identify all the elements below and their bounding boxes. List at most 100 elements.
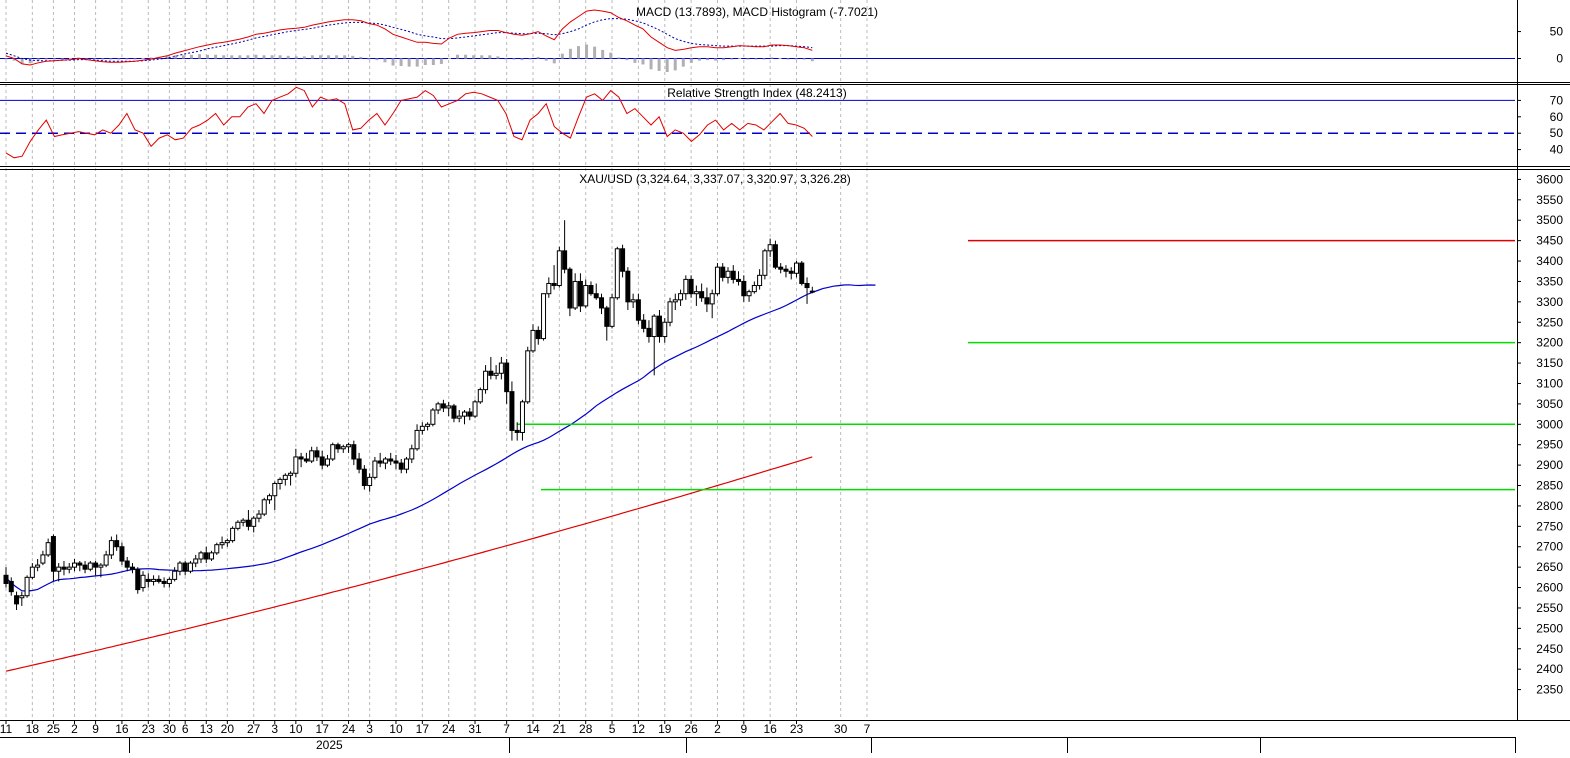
- candle: [35, 558, 41, 572]
- candle: [240, 518, 246, 527]
- macd-histogram-bar: [536, 56, 540, 59]
- candle-body: [145, 578, 151, 582]
- candle-body: [693, 291, 699, 295]
- price-y-tick-label: 2700: [1536, 540, 1563, 554]
- x-tick-label: 27: [247, 722, 261, 736]
- candle-body: [435, 403, 441, 411]
- candle: [66, 563, 72, 574]
- candle-body: [282, 474, 288, 480]
- macd-histogram-bar: [544, 58, 548, 61]
- candle-body: [741, 280, 747, 297]
- candle: [730, 265, 736, 284]
- price-y-tick-label: 3000: [1536, 417, 1563, 431]
- x-tick-label: 10: [289, 722, 303, 736]
- macd-histogram-bar: [181, 55, 185, 59]
- macd-histogram-bar: [528, 58, 532, 60]
- candle-body: [683, 278, 689, 295]
- candle-body: [788, 270, 794, 274]
- candle-body: [620, 248, 626, 272]
- macd-histogram-bar: [697, 58, 701, 61]
- x-tick-label: 3: [366, 722, 373, 736]
- macd-histogram-bar: [117, 58, 121, 60]
- candle: [556, 246, 562, 288]
- candle-body: [662, 321, 668, 338]
- x-tick-label: 30: [834, 722, 848, 736]
- candle: [272, 481, 278, 511]
- price-y-tick-label: 2400: [1536, 662, 1563, 676]
- candle: [187, 561, 193, 574]
- candle-body: [440, 403, 446, 409]
- candle: [261, 497, 267, 517]
- macd-histogram-bar: [520, 58, 524, 61]
- candle-body: [409, 448, 415, 460]
- candle-body: [498, 362, 504, 374]
- macd-histogram-bar: [665, 58, 669, 72]
- price-y-tick-label: 3350: [1536, 274, 1563, 288]
- candle: [451, 403, 457, 423]
- x-tick-label: 7: [503, 722, 510, 736]
- candle: [140, 571, 146, 592]
- macd-histogram-bar: [141, 57, 145, 59]
- candle: [98, 563, 104, 578]
- candle-body: [614, 248, 620, 299]
- price-y-tick-label: 3550: [1536, 193, 1563, 207]
- candle: [720, 263, 726, 282]
- candle: [672, 293, 678, 311]
- macd-histogram-bar: [270, 55, 274, 59]
- candle: [129, 563, 135, 574]
- candle: [461, 410, 467, 425]
- candle: [209, 550, 215, 562]
- candle: [19, 591, 25, 606]
- candle: [588, 281, 594, 296]
- candle-body: [804, 282, 810, 289]
- candle: [114, 534, 120, 551]
- macd-histogram-bar: [149, 57, 153, 59]
- candle: [219, 536, 225, 549]
- candle-body: [3, 574, 9, 584]
- price-y-tick-label: 3600: [1536, 172, 1563, 186]
- candle: [541, 293, 547, 341]
- candle: [409, 444, 415, 464]
- candle-body: [177, 562, 183, 572]
- candle-body: [430, 409, 436, 425]
- macd-histogram-bar: [778, 57, 782, 59]
- candle: [298, 452, 304, 468]
- price-y-tick-label: 3150: [1536, 356, 1563, 370]
- macd-histogram-bar: [472, 55, 476, 59]
- macd-histogram-bar: [794, 58, 798, 60]
- candle-body: [61, 566, 67, 570]
- candle: [772, 240, 778, 270]
- macd-histogram-bar: [593, 46, 597, 59]
- candle-body: [656, 315, 662, 338]
- candle: [799, 261, 805, 286]
- candle-body: [404, 458, 410, 470]
- macd-histogram-bar: [512, 58, 516, 60]
- candle: [440, 399, 446, 413]
- candle-body: [751, 285, 757, 293]
- rsi-panel-title: Relative Strength Index (48.2413): [667, 86, 846, 100]
- candle-body: [14, 595, 20, 605]
- candle-body: [8, 580, 14, 593]
- candle: [82, 561, 88, 574]
- x-tick-label: 17: [316, 722, 330, 736]
- candle-body: [108, 540, 114, 556]
- macd-histogram-bar: [125, 58, 129, 60]
- macd-histogram-bar: [689, 58, 693, 63]
- candle: [8, 577, 14, 596]
- macd-histogram-bar: [439, 58, 443, 64]
- macd-histogram-bar: [294, 56, 298, 59]
- macd-histogram-bar: [238, 55, 242, 59]
- macd-histogram-bar: [810, 58, 814, 62]
- candle-body: [29, 566, 35, 578]
- candle-body: [135, 568, 141, 591]
- macd-histogram-bar: [407, 58, 411, 67]
- candle-body: [809, 290, 815, 293]
- candle: [762, 248, 768, 280]
- candle-body: [166, 578, 172, 584]
- price-y-tick-label: 2600: [1536, 581, 1563, 595]
- macd-histogram-bar: [609, 52, 613, 59]
- macd-histogram-bar: [375, 58, 379, 61]
- x-tick-label: 23: [790, 722, 804, 736]
- price-y-tick-label: 2550: [1536, 601, 1563, 615]
